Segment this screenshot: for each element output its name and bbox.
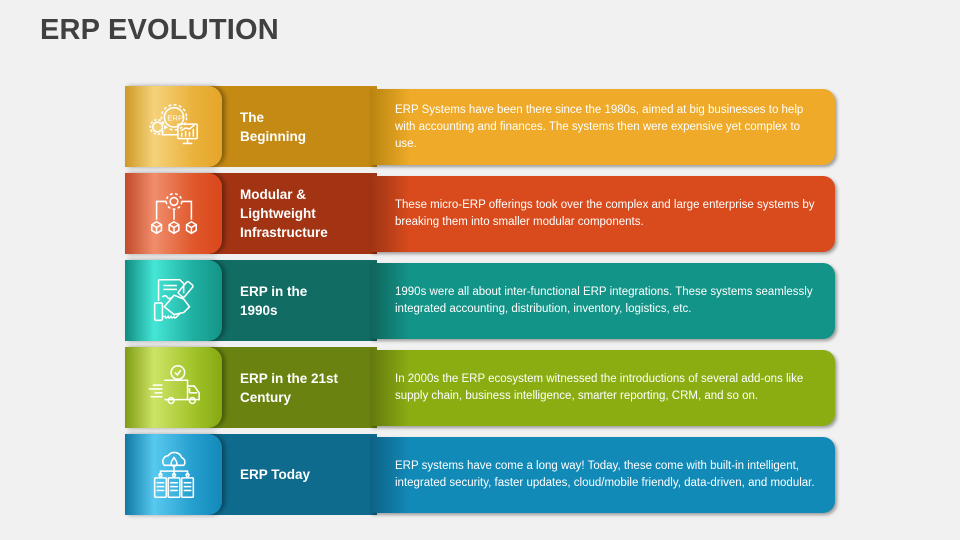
timeline-row-1990s: ERP in the 1990s 1990s were all about int… (125, 260, 837, 341)
row-description: These micro-ERP offerings took over the … (395, 199, 815, 228)
card-shadow-fade (370, 437, 410, 513)
row-title: The Beginning (240, 109, 306, 144)
row-title: Modular & Lightweight Infrastructure (240, 187, 328, 240)
description-card (370, 350, 835, 426)
row-description: ERP systems have come a long way! Today,… (395, 460, 815, 489)
timeline-row-erp-today: ERP Today ERP systems have come a long w… (125, 434, 837, 515)
description-card (370, 89, 835, 165)
icon-tile (125, 434, 222, 515)
row-title: ERP in the 1990s (240, 283, 308, 318)
row-title: ERP Today (240, 467, 311, 482)
gear-modules-icon (150, 192, 197, 234)
description-card (370, 176, 835, 252)
icon-tile (125, 347, 222, 428)
icon-tile: ERP (125, 86, 222, 167)
handshake-document-icon (153, 278, 194, 321)
timeline-row-the-beginning: ERP The Beginning ERP Systems have been t… (125, 86, 837, 167)
svg-text:ERP: ERP (167, 113, 183, 122)
erp-gears-chart-icon: ERP (149, 103, 198, 144)
page-title: ERP EVOLUTION (40, 14, 279, 46)
row-title: ERP in the 21st Century (240, 370, 339, 405)
timeline-row-modular: Modular & Lightweight Infrastructure These… (125, 173, 837, 254)
card-shadow-fade (370, 350, 410, 426)
row-description: ERP Systems have been there since the 19… (395, 103, 804, 150)
timeline-row-21st-century: ERP in the 21st Century In 2000s the ERP … (125, 347, 837, 428)
icon-tile (125, 173, 222, 254)
row-description: In 2000s the ERP ecosystem witnessed the… (395, 373, 804, 402)
description-card (370, 437, 835, 513)
delivery-truck-clock-icon (148, 364, 200, 404)
icon-tile (125, 260, 222, 341)
row-description: 1990s were all about inter-functional ER… (395, 286, 813, 315)
card-shadow-fade (370, 176, 410, 252)
cloud-servers-icon (153, 451, 194, 498)
card-shadow-fade (370, 263, 410, 339)
description-card (370, 263, 835, 339)
card-shadow-fade (370, 89, 410, 165)
